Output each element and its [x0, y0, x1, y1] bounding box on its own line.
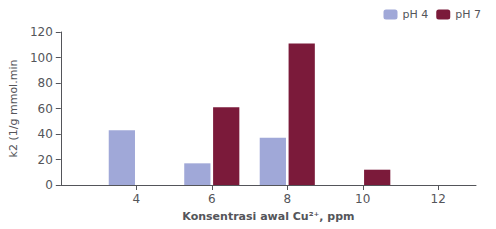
svg-text:pH 4: pH 4: [403, 8, 429, 21]
svg-text:Konsentrasi awal Cu²⁺, ppm: Konsentrasi awal Cu²⁺, ppm: [182, 210, 354, 223]
svg-text:pH 7: pH 7: [455, 8, 481, 21]
svg-text:0: 0: [45, 178, 53, 192]
svg-text:12: 12: [431, 192, 446, 206]
svg-text:10: 10: [355, 192, 370, 206]
svg-text:8: 8: [283, 192, 291, 206]
svg-text:80: 80: [38, 76, 53, 90]
svg-text:k2 (1/g mmol.min: k2 (1/g mmol.min: [7, 60, 20, 158]
svg-text:20: 20: [38, 153, 53, 167]
svg-text:6: 6: [208, 192, 216, 206]
svg-text:60: 60: [38, 102, 53, 116]
svg-text:40: 40: [38, 127, 53, 141]
svg-text:120: 120: [30, 25, 53, 39]
svg-text:4: 4: [132, 192, 140, 206]
svg-text:100: 100: [30, 51, 53, 65]
